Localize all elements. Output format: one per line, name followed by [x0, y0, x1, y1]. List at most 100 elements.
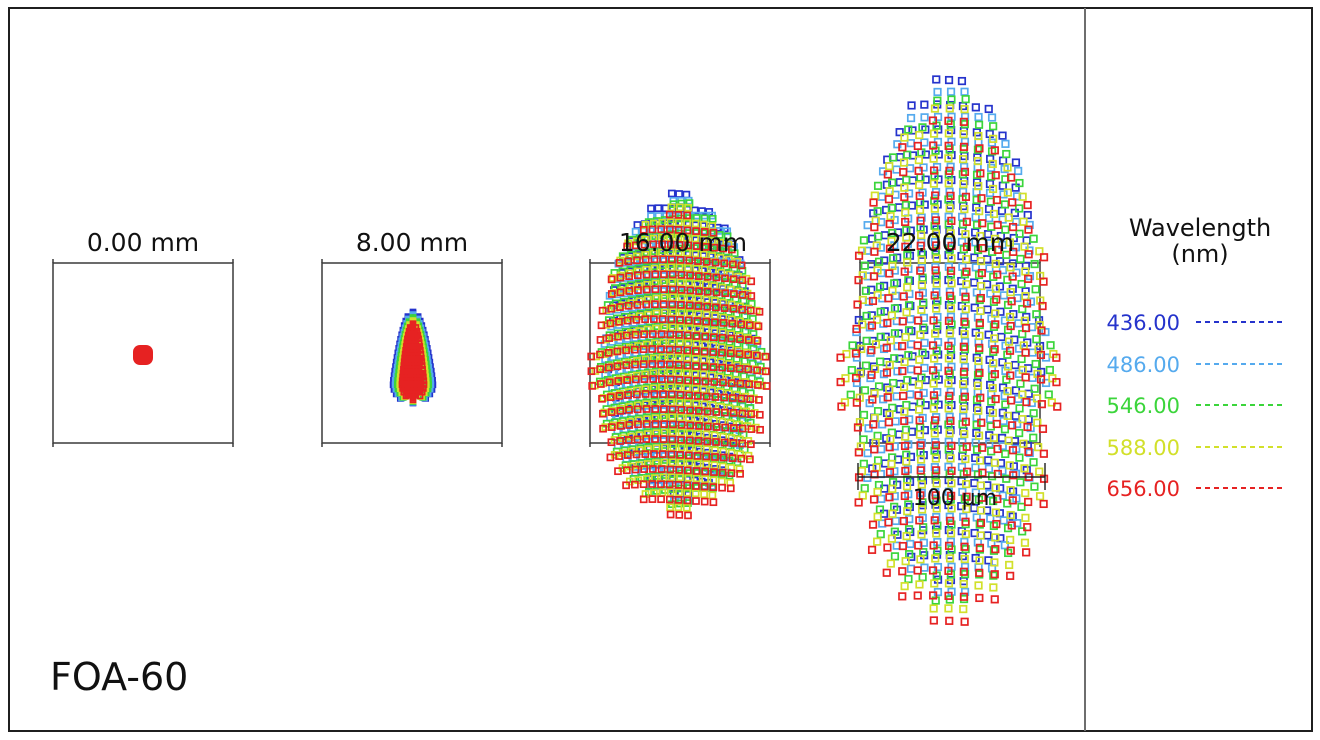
spot-marker — [1016, 379, 1025, 388]
spot-marker — [929, 179, 939, 188]
spot-marker — [683, 383, 691, 392]
spot-marker — [616, 273, 625, 282]
spot-marker — [685, 451, 693, 460]
spot-marker — [711, 393, 720, 401]
spot-marker — [674, 383, 683, 392]
spot-marker — [659, 390, 667, 398]
spot-marker — [931, 216, 941, 225]
spot-marker — [631, 227, 640, 236]
spot-marker — [675, 466, 683, 474]
spot-marker — [898, 541, 907, 551]
spot-marker — [747, 425, 756, 433]
spot-marker — [959, 142, 969, 151]
spot-marker — [703, 287, 712, 296]
spot-marker — [674, 368, 683, 377]
spot-marker — [929, 129, 939, 138]
spot-marker — [674, 233, 683, 242]
spot-marker — [883, 393, 892, 402]
spot-marker — [133, 345, 153, 365]
spot-marker — [699, 370, 708, 379]
spot-marker — [721, 274, 729, 283]
spot-marker — [884, 294, 893, 303]
spot-marker — [418, 390, 424, 396]
spot-marker — [735, 350, 744, 358]
spot-marker — [991, 320, 1000, 329]
spot-marker — [1005, 312, 1015, 322]
spot-marker — [991, 259, 1000, 268]
spot-marker — [700, 362, 709, 371]
spot-marker — [1008, 222, 1018, 232]
spot-marker — [406, 346, 412, 352]
spot-marker — [1019, 439, 1028, 448]
spot-marker — [660, 270, 668, 279]
spot-marker — [684, 241, 693, 250]
spot-marker — [606, 453, 615, 462]
spot-marker — [1024, 225, 1033, 234]
spot-marker — [411, 340, 416, 346]
spot-marker — [991, 483, 1000, 492]
spot-marker — [901, 208, 910, 217]
spot-marker — [616, 407, 625, 415]
spot-marker — [916, 491, 925, 500]
spot-marker — [901, 242, 910, 251]
spot-marker — [990, 345, 999, 354]
spot-marker — [907, 101, 916, 110]
spot-marker — [738, 291, 747, 299]
spot-marker — [858, 295, 867, 305]
spot-marker — [989, 209, 999, 219]
spot-marker — [917, 230, 926, 240]
spot-marker — [744, 365, 753, 374]
spot-marker — [675, 376, 684, 384]
spot-marker — [648, 480, 657, 488]
spot-marker — [683, 466, 692, 475]
spot-pattern-field-0mm — [133, 345, 153, 365]
spot-marker — [641, 450, 650, 458]
spot-marker — [962, 217, 971, 226]
spot-marker — [677, 443, 686, 452]
spot-marker — [709, 363, 718, 371]
spot-marker — [1035, 321, 1044, 330]
spot-marker — [702, 257, 711, 266]
spot-marker — [961, 292, 970, 301]
spot-marker — [641, 255, 650, 264]
spot-marker — [899, 292, 908, 301]
spot-marker — [401, 365, 407, 371]
spot-marker — [405, 359, 411, 364]
spot-marker — [676, 256, 685, 264]
spot-marker — [873, 232, 883, 241]
spot-marker — [959, 180, 968, 189]
spot-marker — [913, 341, 922, 350]
spot-marker — [900, 441, 910, 451]
spot-marker — [876, 307, 885, 316]
spot-marker — [902, 532, 911, 541]
spot-marker — [647, 204, 655, 213]
spot-marker — [902, 226, 911, 235]
spot-marker — [691, 489, 700, 498]
spot-marker — [907, 327, 916, 336]
spot-marker — [745, 380, 753, 389]
spot-marker — [407, 387, 413, 393]
spot-marker — [648, 495, 657, 503]
spot-marker — [719, 244, 727, 253]
spot-marker — [988, 384, 997, 393]
spot-marker — [899, 391, 908, 401]
spot-marker — [416, 349, 422, 355]
spot-marker — [903, 150, 912, 159]
spot-marker — [596, 336, 605, 344]
spot-marker — [902, 482, 912, 491]
spot-marker — [616, 437, 624, 445]
spot-marker — [702, 295, 711, 304]
spot-marker — [946, 191, 955, 200]
spot-marker — [608, 274, 617, 282]
spot-marker — [407, 368, 413, 374]
spot-marker — [919, 388, 928, 398]
spot-marker — [946, 529, 956, 538]
spot-marker — [860, 261, 869, 270]
spot-marker — [753, 337, 762, 345]
spot-marker — [901, 200, 911, 210]
spot-marker — [597, 321, 606, 330]
spot-marker — [683, 226, 692, 235]
spot-marker — [1018, 304, 1027, 314]
spot-marker — [404, 393, 410, 399]
spot-marker — [692, 332, 701, 340]
